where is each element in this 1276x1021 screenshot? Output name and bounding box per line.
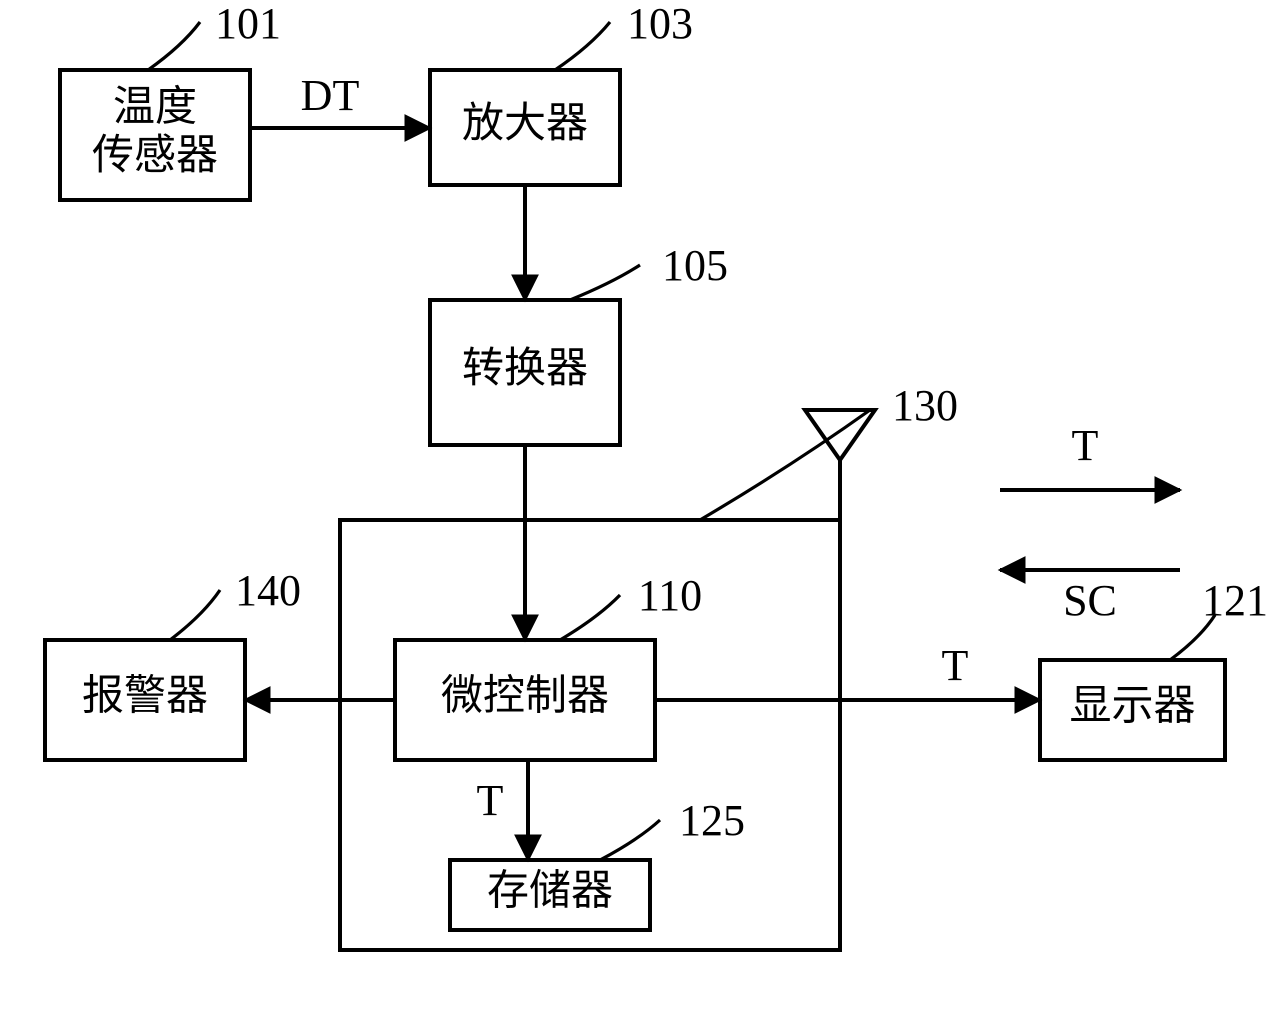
amplifier-label-0: 放大器: [462, 101, 588, 147]
display-label-0: 显示器: [1069, 684, 1195, 730]
memory-ref-leader: [600, 820, 660, 860]
converter-ref-label: 105: [662, 241, 728, 290]
edge-label-4: T: [942, 641, 969, 690]
amplifier-ref-label: 103: [627, 0, 693, 48]
mcu-ref-label: 110: [638, 571, 702, 620]
memory-ref-label: 125: [679, 796, 745, 845]
converter-box: 转换器: [430, 300, 620, 445]
alarm-label-0: 报警器: [82, 674, 208, 720]
alarm-ref-leader: [170, 590, 220, 640]
mcu-ref-leader: [560, 595, 620, 640]
converter-label-0: 转换器: [462, 346, 588, 392]
sensor-box: 温度传感器: [60, 70, 250, 200]
sensor-ref-label: 101: [215, 0, 281, 48]
amplifier-box: 放大器: [430, 70, 620, 185]
rfmodule-ref-label: 130: [892, 381, 958, 430]
antenna-arrow-label-0: T: [1072, 421, 1099, 470]
alarm-ref-label: 140: [235, 566, 301, 615]
sensor-label-0: 温度: [113, 84, 197, 130]
mcu-label-0: 微控制器: [441, 674, 609, 720]
alarm-box: 报警器: [45, 640, 245, 760]
antenna-arrow-label-1: SC: [1063, 576, 1117, 625]
edge-label-5: T: [477, 776, 504, 825]
rfmodule-ref-leader: [700, 410, 870, 520]
amplifier-ref-leader: [555, 22, 610, 70]
display-ref-label: 121: [1202, 576, 1268, 625]
memory-box: 存储器: [450, 860, 650, 930]
antenna-icon: [805, 410, 875, 520]
display-box: 显示器: [1040, 660, 1225, 760]
mcu-box: 微控制器: [395, 640, 655, 760]
sensor-label-1: 传感器: [92, 133, 218, 179]
sensor-ref-leader: [148, 22, 200, 70]
converter-ref-leader: [570, 265, 640, 300]
memory-label-0: 存储器: [487, 869, 613, 915]
edge-label-0: DT: [301, 71, 360, 120]
